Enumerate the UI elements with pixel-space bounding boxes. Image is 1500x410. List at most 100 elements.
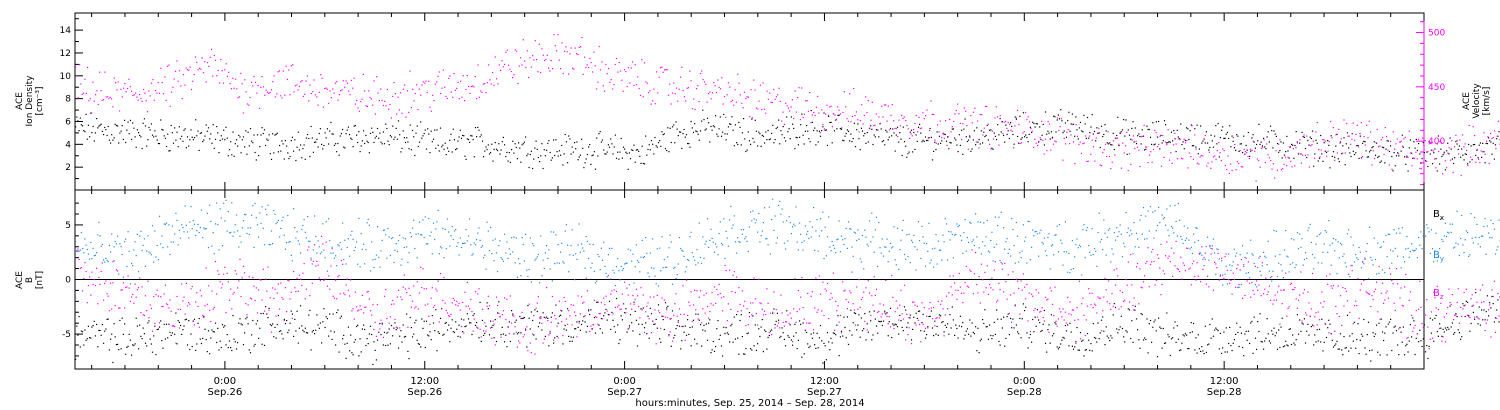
data-point [281,333,283,335]
data-point [1415,151,1417,153]
data-point [1285,151,1287,153]
data-point [800,233,802,235]
data-point [1254,150,1256,152]
data-point [1013,147,1015,149]
data-point [722,355,724,357]
data-point [473,242,475,244]
data-point [744,353,746,355]
data-point [1138,133,1140,135]
data-point [106,134,108,137]
data-point [563,153,565,155]
data-point [1086,116,1089,119]
data-point [704,243,706,245]
data-point [1402,326,1404,328]
data-point [1304,154,1306,156]
data-point [680,131,682,133]
data-point [183,129,185,131]
data-point [119,319,121,322]
data-point [930,310,932,312]
data-point [1421,345,1423,348]
data-point [790,116,792,118]
data-point [857,123,859,125]
data-point [899,132,901,134]
data-point [274,134,276,136]
data-point [730,123,732,125]
data-point [755,219,757,221]
data-point [519,315,521,318]
data-point [1286,135,1288,137]
data-point [316,314,318,316]
data-point [779,337,781,339]
data-point [709,319,711,321]
data-point [786,116,788,118]
data-point [813,207,815,209]
data-point [1409,139,1411,141]
data-point [908,233,910,235]
data-point [600,318,602,320]
top-right-ylabel: ACE Velocity [km/s] [1462,83,1492,119]
data-point [464,155,466,157]
data-point [105,96,107,98]
data-point [762,222,764,224]
data-point [793,335,795,337]
data-point [1209,244,1211,247]
data-point [1359,132,1361,135]
data-point [384,100,386,102]
data-point [439,246,442,248]
data-point [206,130,208,132]
data-point [773,229,775,231]
data-point [293,150,295,152]
data-point [802,116,804,119]
data-point [456,87,458,89]
data-point [546,149,548,151]
data-point [548,140,550,142]
data-point [459,129,461,131]
data-point [484,83,486,85]
data-point [951,306,953,308]
data-point [839,251,841,253]
data-point [1167,229,1169,231]
data-point [864,313,866,315]
x-tick-date-label: Sep.28 [1007,387,1042,398]
data-point [986,124,988,126]
data-point [490,226,492,229]
data-point [276,323,278,326]
data-point [676,274,678,276]
data-point [169,105,171,107]
data-point [956,327,958,330]
data-point [1338,348,1340,350]
data-point [206,62,209,64]
data-point [1038,255,1040,257]
data-point [1120,167,1123,169]
data-point [262,227,264,229]
data-point [615,157,618,159]
data-point [806,100,808,102]
data-point [1032,229,1034,231]
data-point [219,208,221,210]
data-point [349,350,351,352]
data-point [535,258,537,260]
data-point [935,333,937,335]
data-point [1484,162,1486,164]
data-point [165,323,168,325]
data-point [1074,135,1076,137]
data-point [775,96,777,98]
data-point [653,267,655,269]
data-point [428,80,430,82]
data-point [738,121,740,124]
data-point [588,257,590,260]
data-point [1456,140,1458,142]
data-point [1144,238,1146,240]
data-point [929,315,931,317]
data-point [599,269,601,271]
data-point [1175,143,1177,145]
data-point [1064,324,1066,327]
data-point [1050,149,1052,151]
data-point [497,149,499,152]
data-point [1141,129,1143,131]
data-point [1098,212,1100,214]
data-point [349,94,351,96]
data-point [175,312,177,314]
data-point [328,143,330,145]
data-point [100,123,102,125]
